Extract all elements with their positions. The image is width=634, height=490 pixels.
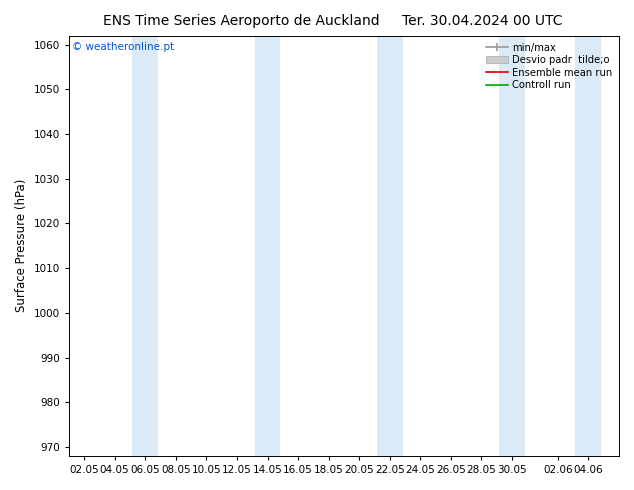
Bar xyxy=(133,36,158,456)
Bar xyxy=(576,36,602,456)
Y-axis label: Surface Pressure (hPa): Surface Pressure (hPa) xyxy=(15,179,28,313)
Text: Ter. 30.04.2024 00 UTC: Ter. 30.04.2024 00 UTC xyxy=(401,14,562,28)
Bar xyxy=(499,36,525,456)
Text: ENS Time Series Aeroporto de Auckland: ENS Time Series Aeroporto de Auckland xyxy=(103,14,379,28)
Text: © weatheronline.pt: © weatheronline.pt xyxy=(72,42,174,52)
Bar xyxy=(254,36,280,456)
Legend: min/max, Desvio padr  tilde;o, Ensemble mean run, Controll run: min/max, Desvio padr tilde;o, Ensemble m… xyxy=(484,41,614,92)
Bar xyxy=(377,36,403,456)
